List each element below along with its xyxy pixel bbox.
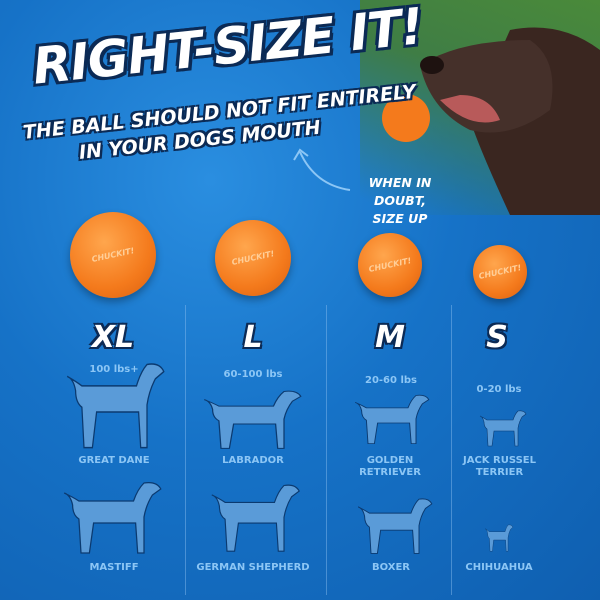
tip-line-2: SIZE UP [372, 211, 428, 226]
breed-boxer: BOXER [371, 562, 410, 573]
column-divider [326, 305, 327, 595]
dog-photo [360, 0, 600, 215]
breed-mastiff: MASTIFF [89, 562, 139, 573]
tip-line-1: WHEN IN DOUBT, [368, 175, 432, 208]
ball-logo: CHUCKIT! [367, 256, 413, 274]
labrador-silhouette-icon [203, 390, 302, 449]
size-label-l: L [243, 320, 263, 355]
boxer-silhouette-icon [357, 498, 433, 554]
ball-l: CHUCKIT! [215, 220, 291, 296]
golden-retriever-silhouette-icon [354, 394, 430, 445]
great-dane-silhouette-icon [66, 363, 165, 449]
breed-jack-russel-terrier: JACK RUSSEL TERRIER [462, 455, 536, 478]
weight-l: 60-100 lbs [223, 369, 283, 380]
ball-xl: CHUCKIT! [70, 212, 156, 298]
chihuahua-silhouette-icon [485, 524, 514, 552]
ball-m: CHUCKIT! [358, 233, 422, 297]
ball-logo: CHUCKIT! [477, 263, 523, 281]
ball-s: CHUCKIT! [473, 245, 527, 299]
breed-labrador: LABRADOR [222, 455, 284, 466]
mastiff-silhouette-icon [63, 482, 162, 554]
size-up-tip: WHEN IN DOUBT, SIZE UP [345, 174, 455, 228]
german-shepherd-silhouette-icon [211, 484, 300, 552]
weight-xl: 100 lbs+ [89, 364, 139, 375]
ball-in-mouth [382, 94, 430, 142]
breed-great-dane: GREAT DANE [78, 455, 150, 466]
ball-logo: CHUCKIT! [90, 246, 136, 264]
size-label-xl: XL [91, 320, 135, 355]
weight-m: 20-60 lbs [364, 375, 417, 386]
dog-with-ball-image [382, 27, 600, 215]
weight-s: 0-20 lbs [476, 384, 522, 395]
breed-german-shepherd: GERMAN SHEPHERD [196, 562, 310, 573]
column-divider [185, 305, 186, 595]
arrow-icon [293, 148, 351, 191]
jack-russel-terrier-silhouette-icon [479, 410, 527, 447]
ball-logo: CHUCKIT! [230, 249, 276, 267]
column-divider [451, 305, 452, 595]
breed-chihuahua: CHIHUAHUA [465, 562, 533, 573]
size-label-s: S [486, 320, 508, 355]
breed-golden-retriever: GOLDEN RETRIEVER [359, 455, 421, 478]
size-label-m: M [375, 320, 405, 355]
